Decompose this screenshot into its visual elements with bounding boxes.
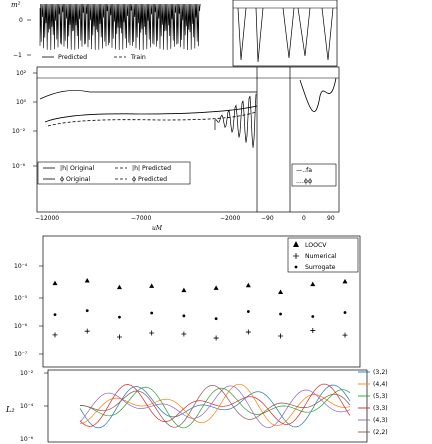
series-line-1: [79, 383, 351, 427]
loocv-marker: [310, 281, 316, 287]
numerical-marker: [149, 330, 155, 336]
numerical-marker: [84, 328, 90, 334]
numerical-marker: [310, 328, 316, 334]
legend-predicted: Predicted: [58, 54, 87, 61]
legend-4-4: (4,4): [373, 381, 388, 388]
legend-5-3: (5,3): [373, 393, 388, 400]
mp-xtick-0: −12000: [35, 215, 59, 222]
top-ytick-1: −1: [13, 52, 22, 59]
loocv-marker: [278, 289, 284, 294]
surrogate-marker: [214, 317, 218, 321]
bottom-ytick-1: 10⁻⁴: [20, 403, 34, 410]
h-predicted-line: [47, 111, 257, 127]
mp-xtick-4: 0: [302, 215, 306, 222]
legend-h-predicted: |h| Predicted: [132, 165, 171, 172]
surrogate-marker: [53, 313, 57, 317]
series-line-5: [79, 384, 351, 428]
legend-phi-original: ϕ Original: [60, 176, 91, 183]
surrogate-marker: [182, 314, 186, 318]
series-line-2: [79, 386, 351, 429]
surrogate-marker: [150, 311, 154, 315]
loocv-marker: [342, 278, 348, 284]
numerical-marker: [52, 332, 58, 338]
loocv-marker: [116, 284, 122, 290]
phi-original-line: [39, 90, 257, 100]
surrogate-marker: [85, 309, 89, 313]
mp-ytick-2: 10⁻²: [12, 128, 26, 135]
numerical-marker: [213, 335, 219, 341]
mp-legend: |h| Original ϕ Original |h| Predicted ϕ …: [37, 161, 191, 185]
loocv-panel: 10⁻⁴ 10⁻⁵ 10⁻⁶ 10⁻⁷ LOOCV Numerical Surr…: [14, 235, 361, 368]
loocv-ytick-3: 10⁻⁷: [14, 351, 28, 358]
numerical-marker: [278, 333, 284, 339]
surrogate-marker: [246, 310, 250, 313]
numerical-marker: [245, 329, 251, 335]
predicted-line: [39, 3, 201, 51]
bottom-y-label: L₂: [5, 405, 15, 414]
surrogate-marker: [118, 315, 121, 319]
legend-2-2: (2,2): [373, 429, 388, 436]
bottom-panel: 10⁻² 10⁻⁴ 10⁻⁶ L₂ (3,2) (4,4) (5,3) (3,3…: [5, 369, 388, 443]
magnitude-phase-panel: 10² 10⁰ 10⁻² 10⁻⁶ |h| Original ϕ Origina…: [12, 66, 340, 232]
legend-3-3: (3,3): [373, 405, 388, 412]
legend-phi-predicted: ϕ Predicted: [132, 176, 167, 183]
loocv-marker: [213, 285, 219, 290]
top-panel: m² 0 −1 Predicted Train: [11, 0, 338, 67]
bottom-ytick-0: 10⁻²: [20, 370, 34, 377]
surrogate-marker: [279, 312, 282, 316]
mp-xtick-2: −2000: [220, 215, 240, 222]
mp-x-label: uM: [152, 225, 163, 232]
legend-h-original: |h| Original: [60, 165, 95, 172]
surrogate-marker: [343, 311, 347, 314]
top-legend: Predicted Train: [42, 54, 146, 61]
bottom-legend: (3,2) (4,4) (5,3) (3,3) (4,3) (2,2): [358, 369, 388, 436]
numerical-marker: [342, 332, 348, 338]
loocv-marker: [84, 278, 90, 283]
legend-train: Train: [130, 54, 146, 61]
loocv-ytick-1: 10⁻⁵: [14, 295, 28, 302]
inset-legend-0: —..fa: [296, 167, 312, 174]
legend-numerical: Numerical: [305, 253, 337, 260]
phase-oscillation-line: [214, 93, 257, 148]
mp-ytick-3: 10⁻⁶: [12, 163, 26, 170]
bottom-lines: [79, 383, 351, 429]
top-ytick-0: 0: [19, 17, 23, 24]
h-original-line: [44, 105, 258, 123]
mp-inset-legend: —..fa ....ϕϕ: [291, 163, 337, 187]
loocv-marker: [149, 283, 155, 288]
mp-xtick-3: −90: [261, 215, 274, 222]
loocv-legend: LOOCV Numerical Surrogate: [287, 237, 359, 273]
legend-3-2: (3,2): [373, 369, 388, 376]
loocv-marks: [52, 278, 348, 341]
loocv-marker: [181, 287, 187, 293]
loocv-marker: [245, 282, 251, 288]
mp-ytick-1: 10⁰: [16, 99, 27, 106]
series-line-3: [79, 383, 351, 427]
numerical-marker: [181, 331, 187, 337]
surrogate-marker: [311, 315, 315, 318]
loocv-ytick-0: 10⁻⁴: [14, 263, 28, 270]
loocv-marker: [52, 280, 58, 286]
numerical-marker: [116, 334, 122, 340]
bottom-ytick-2: 10⁻⁶: [20, 436, 34, 443]
legend-4-3: (4,3): [373, 417, 388, 424]
mp-xtick-1: −7000: [131, 215, 151, 222]
inset-legend-1: ....ϕϕ: [296, 178, 312, 185]
series-line-0: [79, 384, 351, 429]
mp-xtick-5: 90: [327, 215, 335, 222]
top-right-box: [232, 0, 338, 67]
loocv-ytick-2: 10⁻⁶: [14, 323, 28, 330]
series-line-4: [79, 385, 351, 428]
mp-ytick-0: 10²: [16, 70, 27, 77]
legend-surrogate: Surrogate: [305, 264, 336, 271]
legend-loocv: LOOCV: [305, 242, 327, 249]
top-y-label: m²: [11, 1, 21, 9]
